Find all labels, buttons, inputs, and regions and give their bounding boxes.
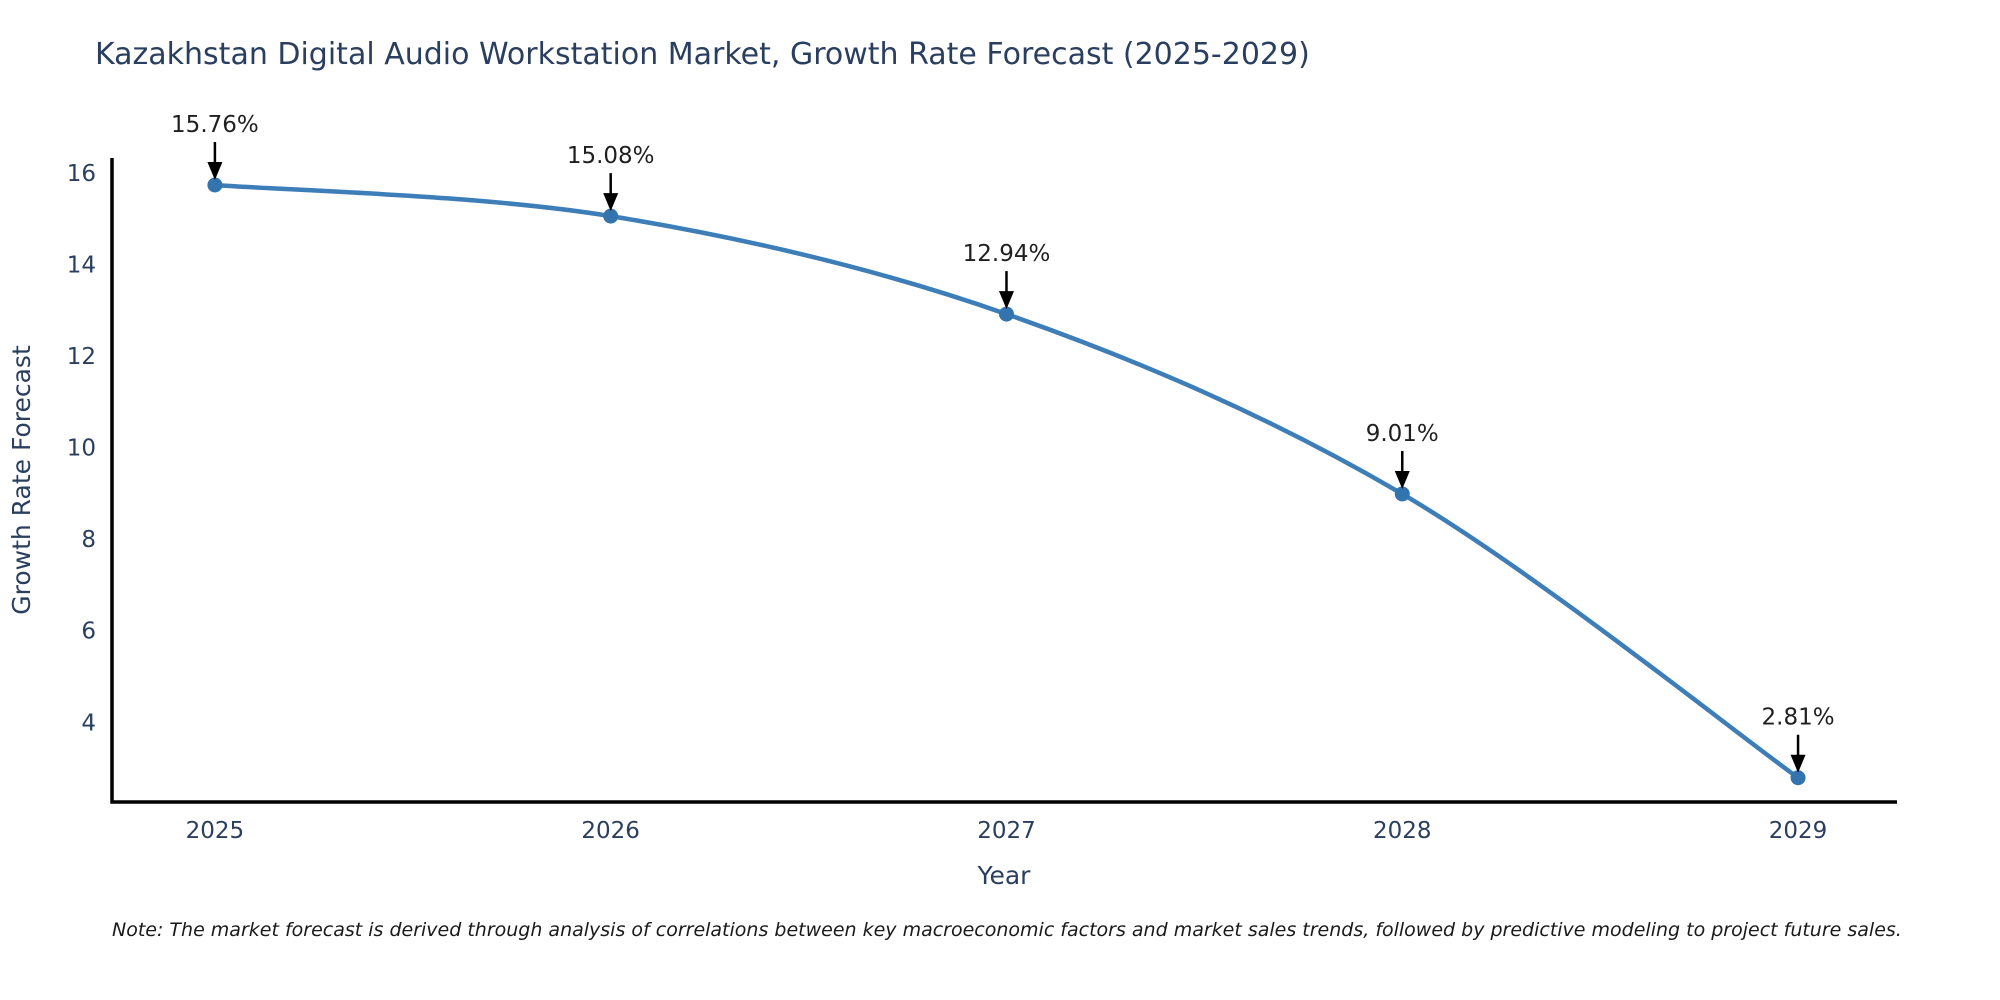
annotation-arrow-head [998,291,1014,310]
trend-line [212,182,1801,780]
x-tick-label: 2027 [977,818,1036,844]
y-axis-title: Growth Rate Forecast [7,345,36,615]
y-tick-label: 10 [67,436,96,462]
data-point-marker [1394,486,1410,502]
y-tick-label: 8 [81,527,96,553]
data-point-label: 2.81% [1762,705,1835,731]
y-tick-label: 12 [67,344,96,370]
chart-title: Kazakhstan Digital Audio Workstation Mar… [95,37,1310,72]
x-tick-label: 2029 [1769,818,1828,844]
x-tick-label: 2025 [186,818,245,844]
annotation-arrow-head [1790,754,1806,773]
y-tick-label: 14 [67,253,96,279]
axis-spines [110,158,1897,804]
data-point-marker [1790,770,1806,786]
annotation-arrow-head [1394,470,1410,489]
data-point-label: 12.94% [963,241,1051,267]
y-tick-label: 4 [81,710,96,736]
x-axis-title: Year [977,861,1032,890]
annotation-arrow-head [603,193,619,212]
data-point-marker [603,208,619,224]
y-tick-label: 6 [81,619,96,645]
y-tick-label: 16 [67,161,96,187]
data-point-marker [207,177,223,193]
annotation-arrow-head [207,162,223,181]
data-point-label: 15.76% [171,112,259,138]
data-point-label: 15.08% [567,143,655,169]
data-point-label: 9.01% [1366,421,1439,447]
footnote: Note: The market forecast is derived thr… [112,919,1902,941]
x-tick-label: 2026 [581,818,640,844]
data-point-marker [998,306,1014,322]
x-tick-label: 2028 [1373,818,1432,844]
